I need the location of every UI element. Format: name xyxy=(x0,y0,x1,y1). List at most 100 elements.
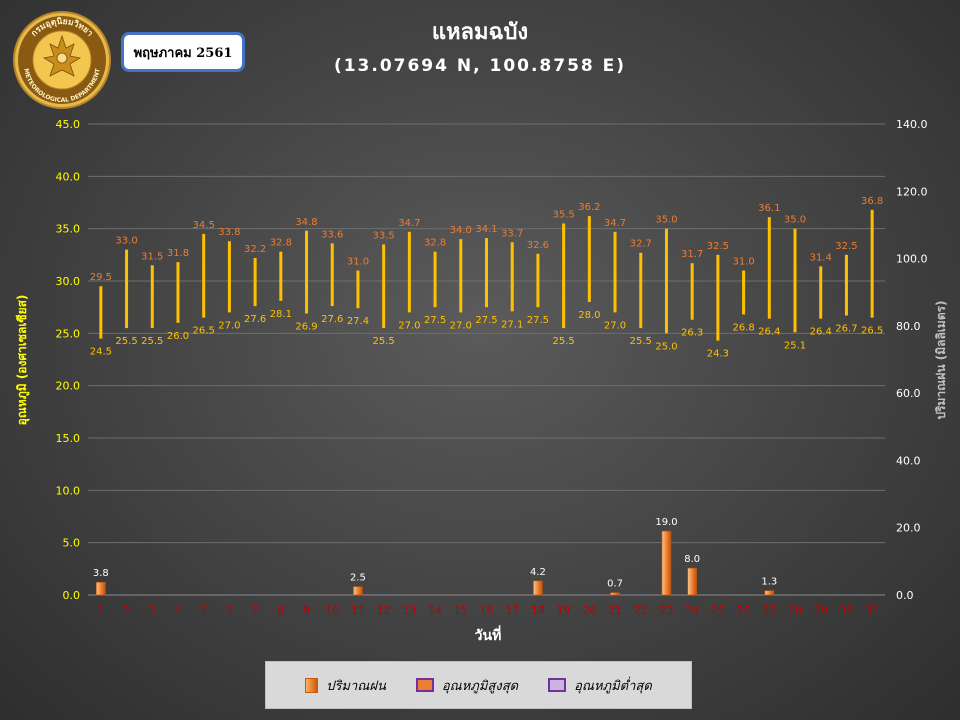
min-temp-label: 27.0 xyxy=(450,320,472,331)
y-axis-label: อุณหภูมิ (องศาเซลเซียส) xyxy=(15,295,30,426)
x-tick-label: 13 xyxy=(402,604,416,617)
temp-range-bar xyxy=(767,217,771,319)
min-temp-label: 27.5 xyxy=(527,315,549,326)
rain-bar xyxy=(96,581,106,596)
min-temp-label: 26.3 xyxy=(681,328,703,339)
max-temp-label: 33.5 xyxy=(373,230,395,241)
rain-bar xyxy=(687,567,697,596)
max-temp-label: 29.5 xyxy=(90,272,112,283)
x-axis-label: วันที่ xyxy=(475,625,502,644)
x-tick-label: 5 xyxy=(200,604,207,617)
y2-tick-label: 140.0 xyxy=(896,118,928,131)
x-tick-label: 24 xyxy=(685,604,699,617)
temp-range-bar xyxy=(279,251,283,301)
temp-range-bar xyxy=(305,230,309,314)
x-tick-label: 28 xyxy=(788,604,802,617)
temperature-range-bars xyxy=(99,209,874,341)
month-label: พฤษภาคม 2561 xyxy=(133,45,233,61)
max-temp-label: 36.2 xyxy=(578,202,600,213)
min-temp-label: 25.1 xyxy=(784,340,806,351)
y-tick-label: 25.0 xyxy=(56,327,81,340)
max-temp-label: 31.0 xyxy=(732,257,754,268)
min-temp-label: 28.0 xyxy=(578,310,600,321)
x-tick-label: 26 xyxy=(737,604,751,617)
y2-tick-label: 0.0 xyxy=(896,589,914,602)
legend-item-rain: ปริมาณฝน xyxy=(305,675,386,696)
max-temp-label: 35.5 xyxy=(552,209,574,220)
temp-range-bar xyxy=(716,254,720,341)
x-tick-label: 20 xyxy=(582,604,596,617)
max-temp-label: 33.6 xyxy=(321,229,343,240)
temp-range-bar xyxy=(536,253,540,308)
min-temp-label: 25.5 xyxy=(630,336,652,347)
y2-tick-label: 60.0 xyxy=(896,387,921,400)
x-tick-label: 4 xyxy=(174,604,181,617)
max-temp-label: 31.4 xyxy=(810,252,832,263)
meteorological-department-seal-icon: กรมอุตุนิยมวิทยา METEOROLOGICAL DEPARTME… xyxy=(13,11,111,109)
max-temp-label: 35.0 xyxy=(784,215,806,226)
max-temp-label: 36.8 xyxy=(861,196,883,207)
temp-range-bar xyxy=(176,262,180,323)
y-tick-label: 20.0 xyxy=(56,380,81,393)
max-temp-label: 31.7 xyxy=(681,249,703,260)
x-tick-label: 10 xyxy=(325,604,339,617)
meteorological-department-logo: กรมอุตุนิยมวิทยา METEOROLOGICAL DEPARTME… xyxy=(12,10,112,110)
y2-axis-label: ปริมาณฝน (มิลลิเมตร) xyxy=(934,300,948,419)
max-temp-label: 32.7 xyxy=(630,239,652,250)
y-tick-label: 5.0 xyxy=(63,537,81,550)
min-temp-label: 27.5 xyxy=(475,315,497,326)
min-temp-label: 24.3 xyxy=(707,349,729,360)
temp-range-bar xyxy=(639,252,643,329)
rain-label: 1.3 xyxy=(761,577,777,588)
temp-range-bar xyxy=(330,243,334,307)
right-axis-ticks: 0.0 20.0 40.0 60.0 80.0 100.0 120.0 140.0 xyxy=(896,118,928,602)
max-temp-label: 34.1 xyxy=(475,224,497,235)
max-temp-label: 34.0 xyxy=(450,225,472,236)
x-tick-label: 21 xyxy=(608,604,622,617)
temp-range-bar xyxy=(613,231,617,313)
max-temp-label: 32.8 xyxy=(424,238,446,249)
max-temp-label: 32.6 xyxy=(527,240,549,251)
x-tick-label: 23 xyxy=(659,604,673,617)
temp-range-bar xyxy=(150,265,154,329)
y-tick-label: 30.0 xyxy=(56,275,81,288)
data-labels: 29.5 24.5 33.0 25.5 31.5 25.5 31.8 26.0 34.5 26.5… xyxy=(90,196,884,590)
temp-range-bar xyxy=(562,223,566,329)
min-temp-label: 26.5 xyxy=(193,326,215,337)
max-temp-label: 33.8 xyxy=(218,227,240,238)
min-temp-label: 25.5 xyxy=(141,336,163,347)
x-tick-label: 16 xyxy=(480,604,494,617)
y-tick-label: 45.0 xyxy=(56,118,81,131)
temp-range-bar xyxy=(819,266,823,319)
temp-range-bar xyxy=(870,209,874,318)
temp-range-bar xyxy=(742,270,746,315)
rain-label: 8.0 xyxy=(684,554,700,565)
temp-range-bar xyxy=(407,231,411,313)
min-temp-label: 26.4 xyxy=(758,327,780,338)
max-temp-label: 35.0 xyxy=(655,215,677,226)
max-temp-label: 32.5 xyxy=(707,241,729,252)
max-temp-label: 31.8 xyxy=(167,248,189,259)
max-temp-label: 31.0 xyxy=(347,257,369,268)
min-temp-label: 27.0 xyxy=(398,320,420,331)
temp-range-bar xyxy=(202,233,206,318)
x-tick-label: 29 xyxy=(814,604,828,617)
x-tick-label: 19 xyxy=(557,604,571,617)
x-tick-label: 18 xyxy=(531,604,545,617)
rain-label: 0.7 xyxy=(607,579,623,590)
min-temp-label: 27.0 xyxy=(604,320,626,331)
rain-bar xyxy=(353,586,363,596)
temp-range-bar xyxy=(253,257,257,307)
x-tick-label: 7 xyxy=(252,604,259,617)
y2-tick-label: 20.0 xyxy=(896,522,921,535)
max-temp-label: 31.5 xyxy=(141,251,163,262)
temp-range-bar xyxy=(459,239,463,313)
max-temp-label: 32.2 xyxy=(244,244,266,255)
min-temp-label: 26.9 xyxy=(295,321,317,332)
min-temp-label: 27.6 xyxy=(321,314,343,325)
x-tick-label: 11 xyxy=(351,604,365,617)
y-tick-label: 15.0 xyxy=(56,432,81,445)
x-tick-label: 30 xyxy=(839,604,853,617)
legend-label-max: อุณหภูมิสูงสุด xyxy=(441,678,519,694)
y2-tick-label: 120.0 xyxy=(896,185,928,198)
